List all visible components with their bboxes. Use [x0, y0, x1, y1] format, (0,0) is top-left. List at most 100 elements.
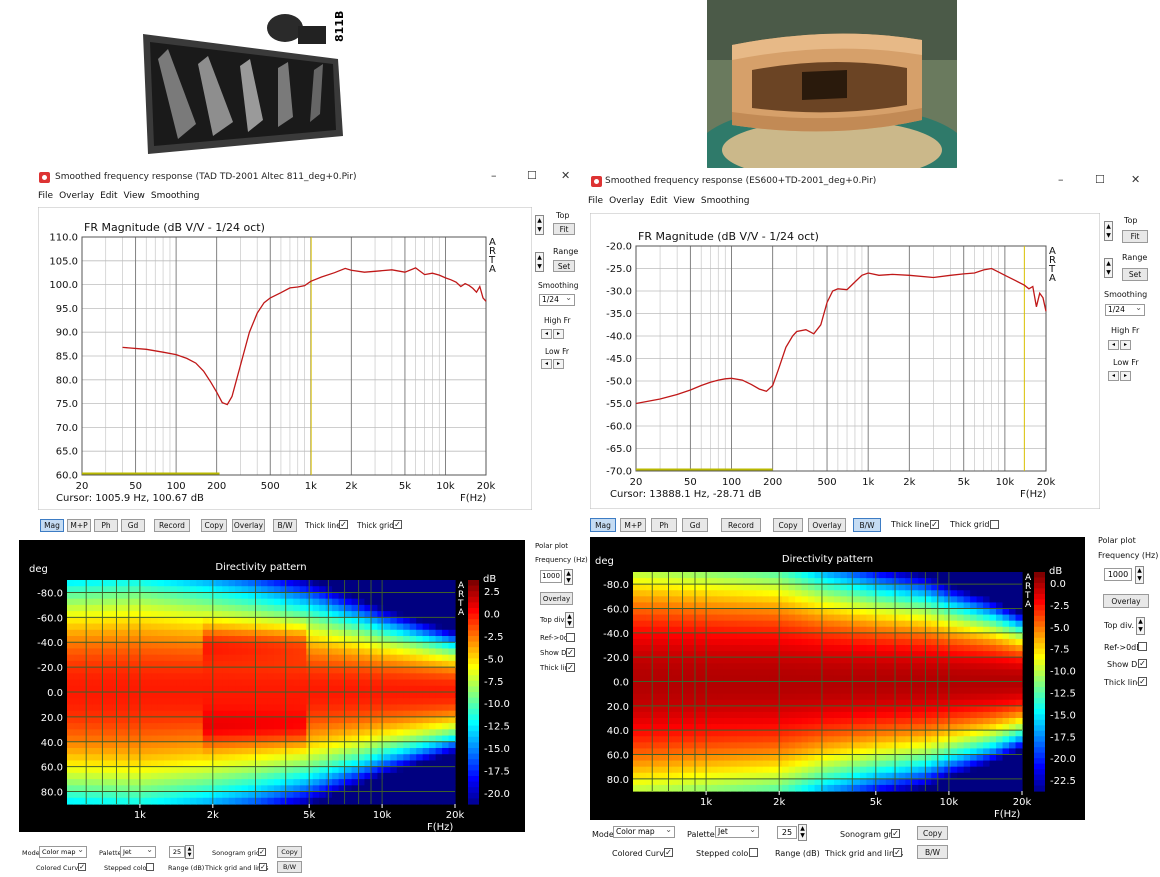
frequency-input[interactable]: 1000	[1104, 568, 1132, 581]
bw-button[interactable]: B/W	[917, 845, 948, 859]
left-arrow-icon[interactable]: ◂	[541, 329, 552, 339]
thick-line-checkbox[interactable]: ✓	[339, 520, 348, 529]
top-spin[interactable]: ▲ ▼	[1104, 221, 1113, 241]
frequency-spin[interactable]: ▲ ▼	[1135, 566, 1144, 584]
left-arrow-icon[interactable]: ◂	[541, 359, 552, 369]
right-arrow-icon[interactable]: ▸	[553, 329, 564, 339]
ref-checkbox[interactable]	[566, 633, 575, 642]
bw-button[interactable]: B/W	[273, 519, 297, 532]
low-fr-arrows[interactable]: ◂ ▸	[541, 359, 564, 369]
heatmap-cell	[937, 748, 945, 756]
mp-button[interactable]: M+P	[67, 519, 91, 532]
mp-button[interactable]: M+P	[620, 518, 646, 532]
sonogram-grid-checkbox[interactable]: ✓	[891, 829, 900, 838]
thick-grid-checkbox[interactable]: ✓	[393, 520, 402, 529]
ph-button[interactable]: Ph	[651, 518, 677, 532]
stepped-colors-checkbox[interactable]	[749, 848, 758, 857]
ref-checkbox[interactable]	[1138, 642, 1147, 651]
close-icon[interactable]: ✕	[561, 169, 571, 182]
gd-button[interactable]: Gd	[682, 518, 708, 532]
heatmap-cell	[273, 629, 281, 637]
minimize-icon[interactable]: –	[491, 169, 497, 182]
maximize-icon[interactable]: ☐	[1095, 173, 1105, 186]
heatmap-cell	[814, 620, 822, 628]
thick-line-checkbox[interactable]: ✓	[566, 663, 575, 672]
heatmap-cell	[665, 596, 673, 604]
copy-button[interactable]: Copy	[277, 846, 302, 858]
heatmap-cell	[1002, 657, 1010, 664]
high-fr-arrows[interactable]: ◂ ▸	[1108, 340, 1131, 350]
thick-grid-lines-checkbox[interactable]: ✓	[893, 848, 902, 857]
fit-button[interactable]: Fit	[1122, 230, 1148, 243]
bw-button[interactable]: B/W	[277, 861, 302, 873]
right-arrow-icon[interactable]: ▸	[1120, 371, 1131, 381]
right-arrow-icon[interactable]: ▸	[1120, 340, 1131, 350]
record-button[interactable]: Record	[154, 519, 190, 532]
ph-button[interactable]: Ph	[94, 519, 118, 532]
thick-line-checkbox[interactable]: ✓	[1138, 677, 1147, 686]
menu-edit[interactable]: Edit	[650, 196, 668, 206]
palette-select[interactable]: Jet	[120, 845, 156, 858]
range-spin[interactable]: ▲ ▼	[1104, 258, 1113, 278]
menu-overlay[interactable]: Overlay	[59, 191, 95, 201]
mag-button[interactable]: Mag	[40, 519, 64, 532]
stepped-colors-checkbox[interactable]	[146, 863, 154, 871]
mag-button[interactable]: Mag	[590, 518, 616, 532]
menu-file[interactable]: File	[588, 196, 604, 206]
mode-select[interactable]: Color map	[613, 825, 675, 838]
menu-edit[interactable]: Edit	[100, 191, 118, 201]
menu-overlay[interactable]: Overlay	[609, 196, 645, 206]
menu-smoothing[interactable]: Smoothing	[150, 191, 200, 201]
range-input[interactable]: 25	[777, 826, 797, 839]
left-arrow-icon[interactable]: ◂	[1108, 340, 1119, 350]
copy-button[interactable]: Copy	[201, 519, 227, 532]
overlay-button[interactable]: Overlay	[808, 518, 846, 532]
sonogram-grid-checkbox[interactable]: ✓	[258, 848, 266, 856]
thick-grid-checkbox[interactable]	[990, 520, 999, 529]
overlay-button[interactable]: Overlay	[540, 592, 573, 605]
frequency-input[interactable]: 1000	[540, 570, 562, 583]
show-di-checkbox[interactable]: ✓	[566, 648, 575, 657]
set-button[interactable]: Set	[553, 260, 575, 272]
bw-button[interactable]: B/W	[853, 518, 881, 532]
low-fr-arrows[interactable]: ◂ ▸	[1108, 371, 1131, 381]
heatmap-cell	[989, 620, 997, 628]
range-spin[interactable]: ▲ ▼	[535, 252, 544, 272]
thick-line-checkbox[interactable]: ✓	[930, 520, 939, 529]
overlay-button[interactable]: Overlay	[232, 519, 265, 532]
colored-curves-checkbox[interactable]: ✓	[664, 848, 673, 857]
thick-grid-lines-checkbox[interactable]: ✓	[259, 863, 267, 871]
top-div-spin[interactable]: ▲ ▼	[1136, 617, 1145, 635]
overlay-button[interactable]: Overlay	[1103, 594, 1149, 608]
heatmap-cell	[312, 679, 320, 687]
fit-button[interactable]: Fit	[553, 223, 575, 235]
copy-button[interactable]: Copy	[917, 826, 948, 840]
smoothing-select[interactable]: 1/24	[1105, 303, 1145, 316]
range-input[interactable]: 25	[169, 846, 185, 858]
menu-view[interactable]: View	[123, 191, 145, 201]
maximize-icon[interactable]: ☐	[527, 169, 537, 182]
show-di-checkbox[interactable]: ✓	[1138, 659, 1147, 668]
menu-file[interactable]: File	[38, 191, 54, 201]
top-div-spin[interactable]: ▲ ▼	[565, 612, 574, 628]
colored-curves-checkbox[interactable]: ✓	[78, 863, 86, 871]
mode-select[interactable]: Color map	[39, 845, 87, 858]
range-spin[interactable]: ▲ ▼	[798, 824, 807, 841]
gd-button[interactable]: Gd	[121, 519, 145, 532]
range-spin[interactable]: ▲ ▼	[185, 845, 194, 859]
right-arrow-icon[interactable]: ▸	[553, 359, 564, 369]
record-button[interactable]: Record	[721, 518, 761, 532]
close-icon[interactable]: ✕	[1131, 173, 1141, 186]
smoothing-select[interactable]: 1/24	[539, 293, 575, 306]
high-fr-arrows[interactable]: ◂ ▸	[541, 329, 564, 339]
frequency-spin[interactable]: ▲ ▼	[564, 569, 573, 585]
set-button[interactable]: Set	[1122, 268, 1148, 281]
menu-view[interactable]: View	[673, 196, 695, 206]
copy-button[interactable]: Copy	[773, 518, 803, 532]
left-arrow-icon[interactable]: ◂	[1108, 371, 1119, 381]
palette-select[interactable]: Jet	[715, 825, 759, 838]
minimize-icon[interactable]: –	[1058, 173, 1064, 186]
heatmap-cell	[788, 590, 796, 597]
top-spin[interactable]: ▲ ▼	[535, 215, 544, 235]
menu-smoothing[interactable]: Smoothing	[700, 196, 750, 206]
